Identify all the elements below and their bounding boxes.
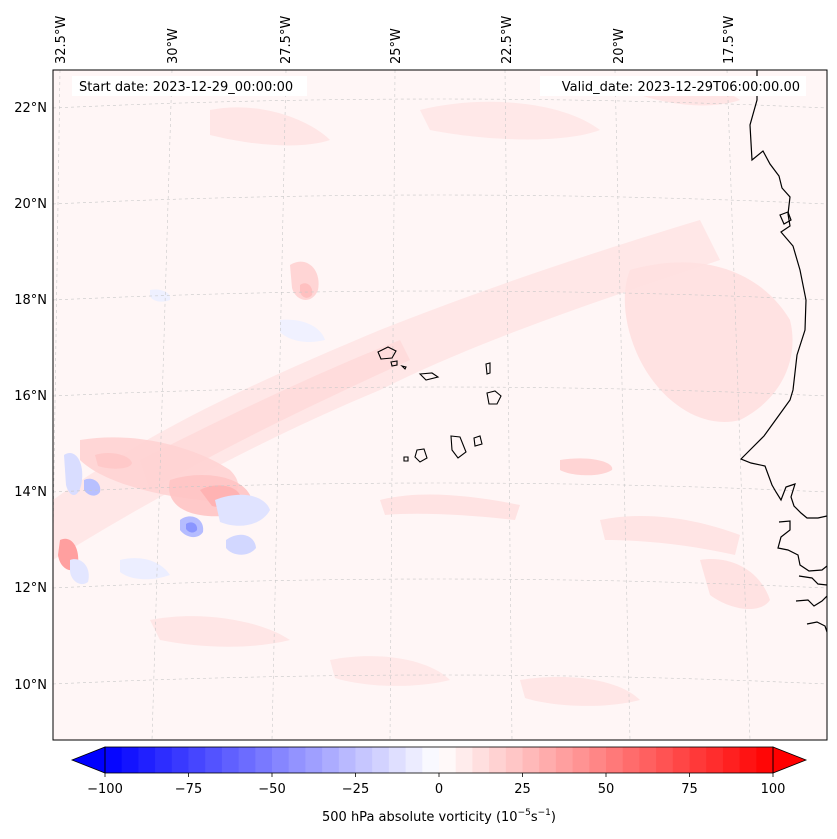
colorbar-segment [589,747,607,773]
colorbar-segment [305,747,323,773]
colorbar-segment [322,747,340,773]
colorbar-segment [205,747,223,773]
colorbar-tick-label: −25 [342,782,369,797]
colorbar-tick-label: 0 [435,782,443,797]
longitude-labels: 32.5°W 30°W 27.5°W 25°W 22.5°W 20°W 17.5… [54,16,737,64]
colorbar-segment [372,747,390,773]
colorbar-segments [105,747,774,773]
colorbar-segment [238,747,256,773]
lat-label: 22°N [14,101,47,116]
colorbar-segment [355,747,373,773]
colorbar-segment [756,747,774,773]
colorbar-segment [388,747,407,773]
colorbar-tick-label: 50 [598,782,615,797]
colorbar-segment [555,747,574,773]
colorbar-segment [338,747,356,773]
colorbar-segment [539,747,557,773]
colorbar-segment [439,747,457,773]
colorbar-segment [505,747,523,773]
colorbar-tick-label: 100 [761,782,786,797]
colorbar-segment [489,747,507,773]
lat-label: 18°N [14,293,47,308]
colorbar-segment [522,747,540,773]
start-date-box [72,76,307,96]
colorbar-segment [639,747,657,773]
lon-label: 27.5°W [279,16,294,64]
lat-label: 14°N [14,485,47,500]
lon-label: 20°W [612,28,627,64]
colorbar-tick-label: −100 [87,782,123,797]
valid-date-label: Valid_date: 2023-12-29T06:00:00.00 [562,80,800,95]
colorbar-segment [272,747,290,773]
colorbar-segment [706,747,724,773]
lon-label: 32.5°W [54,16,69,64]
colorbar-tick-label: −50 [258,782,285,797]
colorbar-segment [188,747,206,773]
lon-label: 17.5°W [722,16,737,64]
colorbar-tick-label: 75 [681,782,698,797]
colorbar-segment [155,747,173,773]
colorbar-segment [405,747,423,773]
lat-label: 16°N [14,389,47,404]
start-date-label: Start date: 2023-12-29_00:00:00 [79,80,293,95]
valid-date-box [540,76,806,96]
colorbar-segment [656,747,674,773]
lat-label: 12°N [14,581,47,596]
colorbar-label: 500 hPa absolute vorticity (10−5s−1) [322,808,556,825]
colorbar-segment [221,747,240,773]
lat-label: 20°N [14,197,47,212]
colorbar-segment [138,747,156,773]
colorbar-segment [171,747,189,773]
colorbar-label-prefix: 500 hPa absolute vorticity (10 [322,810,518,825]
vorticity-field [53,78,793,706]
lon-label: 22.5°W [500,16,515,64]
colorbar-segment [288,747,306,773]
map-frame [52,69,828,741]
colorbar-ticks [104,773,774,777]
colorbar-segment [422,747,440,773]
lon-label: 30°W [166,28,181,64]
colorbar-segment [121,747,139,773]
colorbar-segment [672,747,690,773]
colorbar-segment [572,747,590,773]
colorbar-segment [722,747,741,773]
colorbar-segment [739,747,757,773]
colorbar-segment [105,747,123,773]
cape-verde-islands [377,346,502,463]
map-panel: Start date: 2023-12-29_00:00:00 Valid_da… [53,70,827,740]
lon-label: 25°W [389,28,404,64]
colorbar-segment [455,747,473,773]
colorbar-segment [472,747,490,773]
colorbar-tick-label: −75 [175,782,202,797]
colorbar-segment [606,747,624,773]
colorbar-label-exp2: −1 [538,808,551,818]
colorbar-extend-high [772,746,808,774]
colorbar: −100 −75 −50 −25 0 25 50 75 100 500 hPa … [70,746,808,825]
colorbar-tick-label: 25 [514,782,531,797]
lat-label: 10°N [14,678,47,693]
colorbar-segment [622,747,640,773]
colorbar-tick-labels: −100 −75 −50 −25 0 25 50 75 100 [87,782,785,797]
map-gridlines [53,70,827,740]
colorbar-label-suffix: ) [551,810,556,825]
colorbar-segment [689,747,707,773]
colorbar-extend-low [70,746,106,774]
africa-coastline [739,70,827,633]
colorbar-label-unit: s [531,810,538,825]
colorbar-label-exp1: −5 [518,808,531,818]
colorbar-segment [255,747,273,773]
latitude-labels: 22°N 20°N 18°N 16°N 14°N 12°N 10°N [14,101,47,693]
